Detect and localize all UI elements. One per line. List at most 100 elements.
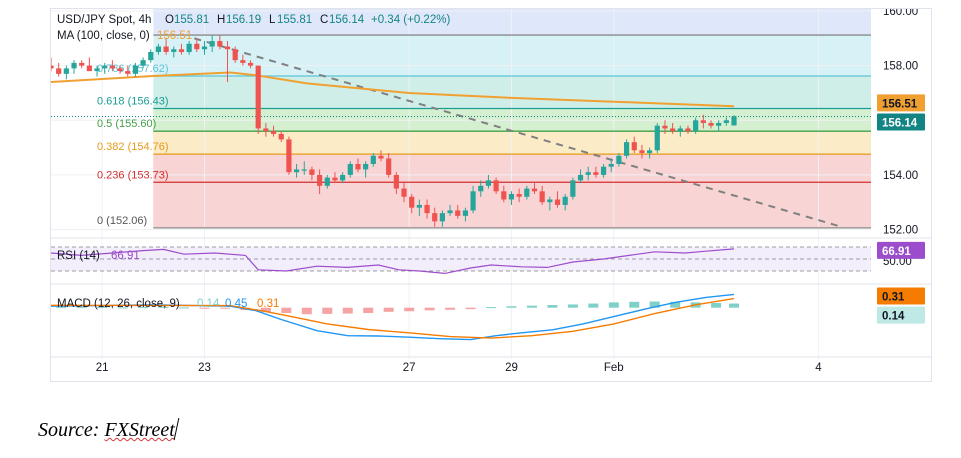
macd-histogram-bar (670, 301, 681, 308)
candle-body (324, 177, 330, 186)
price-tick-label: 154.00 (883, 170, 918, 182)
candle-body (263, 128, 269, 132)
candle (577, 169, 584, 184)
candle (186, 41, 192, 55)
fib-label-0.618: 0.618 (156.43) (97, 96, 169, 108)
candle (171, 46, 177, 58)
rsi-value-tag-bg (877, 241, 925, 259)
candle-body (63, 68, 69, 74)
candle (393, 172, 399, 195)
candle-body (163, 46, 169, 52)
candle (654, 123, 660, 154)
candle-body (117, 68, 123, 72)
candle (401, 183, 407, 203)
candle-body (608, 163, 614, 167)
source-prefix: Source: (38, 419, 105, 441)
legend-ma-value: 156.51 (157, 30, 192, 42)
candle-body (194, 43, 200, 50)
macd-histogram-bar (219, 307, 230, 309)
candle (324, 174, 330, 189)
candle (478, 180, 484, 197)
candle (370, 153, 376, 167)
candle-body (424, 204, 430, 214)
candle-body (639, 150, 645, 154)
candle (347, 161, 353, 178)
candle (363, 161, 369, 178)
candle (317, 169, 323, 195)
fib-zone-0.236-0 (153, 182, 872, 228)
macd-histogram-bar (117, 307, 128, 309)
candle-body (531, 188, 538, 192)
candle (539, 185, 545, 205)
fib-lines: 0.786 (157.62) 0.618 (156.43) 0.5 (155.60)… (97, 34, 871, 229)
candle-body (662, 125, 668, 129)
candle-body (677, 128, 683, 132)
candle-body (708, 123, 714, 126)
fib-label-0.236: 0.236 (153.73) (97, 169, 169, 181)
macd-histogram-bar (138, 307, 149, 309)
candle-body (731, 116, 737, 126)
macd-histogram-bar (711, 302, 722, 308)
price-tick-label: 158.00 (883, 61, 918, 73)
candle (470, 185, 476, 214)
candle-body (317, 174, 323, 186)
candle-body (209, 41, 215, 47)
candle (240, 54, 246, 66)
time-tick-label: Feb (604, 362, 624, 374)
candle-body (455, 210, 461, 216)
candle-body (524, 188, 530, 197)
candle-body (562, 196, 568, 205)
fib-top-zone (153, 9, 872, 36)
legend-low-value: 155.81 (277, 14, 312, 26)
candle-body (240, 60, 246, 63)
macd-histogram-bar (383, 307, 394, 312)
candle-body (255, 65, 261, 129)
macd-histogram-bar (729, 303, 740, 308)
candle (416, 199, 422, 216)
macd-hist-tag-bg (877, 306, 925, 324)
candle-body (585, 172, 591, 175)
candle-body (539, 191, 545, 203)
chart-frame: 0.786 (157.62) 0.618 (156.43) 0.5 (155.60)… (50, 8, 932, 382)
macd-histogram-bar (404, 307, 415, 312)
candle-body (685, 128, 691, 132)
candle (731, 115, 737, 126)
candle (51, 57, 54, 72)
candle-body (700, 120, 706, 123)
candle-body (547, 199, 553, 203)
macd-hist-tag: 0.14 (882, 311, 905, 323)
time-tick-label: 21 (96, 362, 109, 374)
legend-high-label: H (217, 14, 225, 26)
candle (708, 120, 714, 129)
candle-body (102, 65, 108, 69)
macd-histogram-bar (342, 307, 353, 314)
candle (217, 35, 223, 50)
candle-body (447, 210, 453, 214)
candle-body (378, 155, 384, 159)
candle-body (71, 62, 77, 69)
candle-body (301, 169, 307, 171)
candle (79, 60, 85, 69)
macd-histogram-bar (76, 306, 87, 308)
downtrend-line (193, 37, 842, 228)
rsi-line (51, 248, 735, 275)
candle (432, 207, 438, 227)
candle-body (109, 65, 115, 69)
candle (201, 41, 208, 55)
candle (723, 117, 729, 126)
source-name: FXStreet (104, 419, 175, 441)
candle (547, 196, 553, 211)
rsi-tick-label: 50.00 (883, 256, 912, 268)
legend: USD/JPY Spot, 4h O 155.81 H 156.19 L 155… (57, 14, 450, 42)
macd-histogram-bar (526, 305, 537, 308)
candle (677, 125, 683, 137)
candle (700, 114, 706, 129)
fib-label-0.382: 0.382 (154.76) (97, 141, 169, 153)
candle-body (654, 125, 660, 151)
candle (439, 210, 445, 227)
candle-body (347, 163, 353, 175)
macd-histogram-bar (567, 304, 578, 308)
candle-body (155, 46, 162, 52)
candle-body (401, 188, 407, 197)
candle-body (340, 174, 346, 181)
